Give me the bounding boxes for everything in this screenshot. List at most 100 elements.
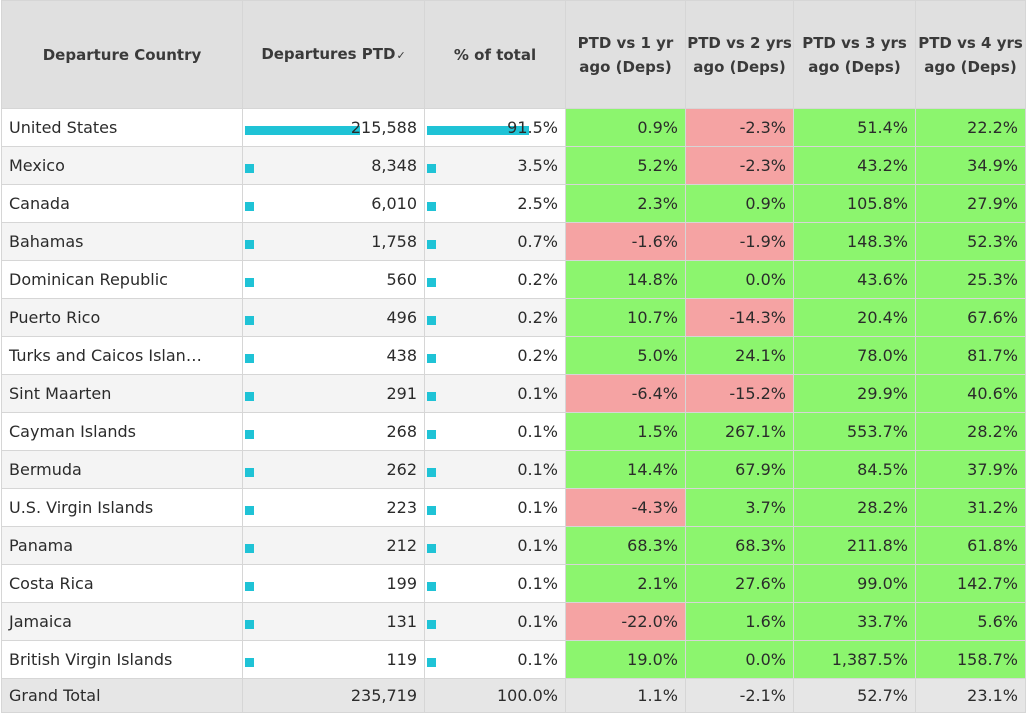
col-header-vs2-label: PTD vs 2 yrs ago (Deps) <box>687 33 792 76</box>
share-cell: 0.1% <box>424 526 566 565</box>
vs1-cell: 19.0% <box>565 640 686 679</box>
vs3-cell: 105.8% <box>793 184 916 223</box>
vs4-cell: 28.2% <box>915 412 1026 451</box>
table-row[interactable]: Panama 212 0.1% 68.3% 68.3% 211.8% 61.8% <box>1 526 1026 565</box>
sort-descending-icon[interactable]: ✓ <box>396 48 406 62</box>
departures-cell: 496 <box>242 298 425 337</box>
col-header-vs3[interactable]: PTD vs 3 yrs ago (Deps) <box>793 0 916 109</box>
share-cell-value: 91.5% <box>507 118 558 137</box>
table-row[interactable]: United States 215,588 91.5% 0.9% -2.3% 51.4% 2… <box>1 108 1026 147</box>
departures-cell-value: 268 <box>386 422 417 441</box>
vs3-cell: 1,387.5% <box>793 640 916 679</box>
share-cell: 0.2% <box>424 336 566 375</box>
share-cell-bar <box>427 277 436 287</box>
share-cell-value: 0.1% <box>517 574 558 593</box>
share-cell: 3.5% <box>424 146 566 185</box>
vs4-cell: 81.7% <box>915 336 1026 375</box>
departures-cell-value: 8,348 <box>371 156 417 175</box>
vs2-cell: -14.3% <box>685 298 794 337</box>
share-cell-value: 0.2% <box>517 346 558 365</box>
departures-cell-bar <box>245 239 254 249</box>
departures-cell-value: 262 <box>386 460 417 479</box>
table-row[interactable]: British Virgin Islands 119 0.1% 19.0% 0.0% 1,… <box>1 640 1026 679</box>
share-cell: 0.1% <box>424 488 566 527</box>
table-row[interactable]: Bermuda 262 0.1% 14.4% 67.9% 84.5% 37.9% <box>1 450 1026 489</box>
vs4-cell: 142.7% <box>915 564 1026 603</box>
departures-cell-bar <box>245 657 254 667</box>
share-cell-bar <box>427 353 436 363</box>
departures-cell: 560 <box>242 260 425 299</box>
table-row[interactable]: Dominican Republic 560 0.2% 14.8% 0.0% 43.6% 2… <box>1 260 1026 299</box>
table-row[interactable]: Bahamas 1,758 0.7% -1.6% -1.9% 148.3% 52.3% <box>1 222 1026 261</box>
table-row[interactable]: Turks and Caicos Islan… 438 0.2% 5.0% 24.1% 7… <box>1 336 1026 375</box>
col-header-country[interactable]: Departure Country <box>1 0 243 109</box>
vs1-cell: 14.8% <box>565 260 686 299</box>
col-header-vs2[interactable]: PTD vs 2 yrs ago (Deps) <box>685 0 794 109</box>
total-vs3: 52.7% <box>793 678 916 713</box>
table-row[interactable]: Cayman Islands 268 0.1% 1.5% 267.1% 553.7% 28.… <box>1 412 1026 451</box>
share-cell: 2.5% <box>424 184 566 223</box>
vs3-cell: 148.3% <box>793 222 916 261</box>
vs3-cell: 84.5% <box>793 450 916 489</box>
departures-cell-bar <box>245 619 254 629</box>
table-row[interactable]: Jamaica 131 0.1% -22.0% 1.6% 33.7% 5.6% <box>1 602 1026 641</box>
share-cell: 0.1% <box>424 450 566 489</box>
share-cell-value: 0.1% <box>517 536 558 555</box>
vs4-cell: 52.3% <box>915 222 1026 261</box>
share-cell-bar <box>427 125 529 135</box>
vs3-cell: 553.7% <box>793 412 916 451</box>
vs4-cell: 25.3% <box>915 260 1026 299</box>
country-cell: Bahamas <box>1 222 243 261</box>
share-cell-bar <box>427 201 436 211</box>
share-cell: 91.5% <box>424 108 566 147</box>
col-header-share-label: % of total <box>453 45 537 64</box>
vs1-cell: 0.9% <box>565 108 686 147</box>
vs2-cell: 68.3% <box>685 526 794 565</box>
grand-total-row: Grand Total 235,719 100.0% 1.1% -2.1% 52… <box>1 678 1026 713</box>
share-cell-value: 0.1% <box>517 460 558 479</box>
departures-cell-bar <box>245 125 360 135</box>
header-row: Departure Country Departures PTD✓ % of t… <box>1 0 1026 109</box>
vs2-cell: 67.9% <box>685 450 794 489</box>
col-header-departures[interactable]: Departures PTD✓ <box>242 0 425 109</box>
vs2-cell: -15.2% <box>685 374 794 413</box>
col-header-share[interactable]: % of total <box>424 0 566 109</box>
departures-cell-bar <box>245 467 254 477</box>
col-header-vs4[interactable]: PTD vs 4 yrs ago (Deps) <box>915 0 1026 109</box>
table-row[interactable]: Canada 6,010 2.5% 2.3% 0.9% 105.8% 27.9% <box>1 184 1026 223</box>
col-header-vs1[interactable]: PTD vs 1 yr ago (Deps) <box>565 0 686 109</box>
share-cell: 0.1% <box>424 602 566 641</box>
table-row[interactable]: Sint Maarten 291 0.1% -6.4% -15.2% 29.9% 40.6% <box>1 374 1026 413</box>
total-label: Grand Total <box>1 678 243 713</box>
share-cell-value: 0.1% <box>517 650 558 669</box>
share-cell: 0.1% <box>424 374 566 413</box>
country-cell: Canada <box>1 184 243 223</box>
vs3-cell: 29.9% <box>793 374 916 413</box>
country-cell: Bermuda <box>1 450 243 489</box>
departures-cell: 1,758 <box>242 222 425 261</box>
departures-cell-value: 119 <box>386 650 417 669</box>
vs2-cell: 0.0% <box>685 640 794 679</box>
table-row[interactable]: Puerto Rico 496 0.2% 10.7% -14.3% 20.4% 67.6% <box>1 298 1026 337</box>
departures-cell-bar <box>245 277 254 287</box>
departures-cell: 199 <box>242 564 425 603</box>
table-row[interactable]: U.S. Virgin Islands 223 0.1% -4.3% 3.7% 28.2%… <box>1 488 1026 527</box>
table-row[interactable]: Mexico 8,348 3.5% 5.2% -2.3% 43.2% 34.9% <box>1 146 1026 185</box>
departures-cell: 6,010 <box>242 184 425 223</box>
vs4-cell: 31.2% <box>915 488 1026 527</box>
country-cell: Panama <box>1 526 243 565</box>
country-cell: Cayman Islands <box>1 412 243 451</box>
table-row[interactable]: Costa Rica 199 0.1% 2.1% 27.6% 99.0% 142.7% <box>1 564 1026 603</box>
vs4-cell: 67.6% <box>915 298 1026 337</box>
departures-cell: 438 <box>242 336 425 375</box>
share-cell: 0.2% <box>424 298 566 337</box>
departures-cell-value: 496 <box>386 308 417 327</box>
total-departures: 235,719 <box>242 678 425 713</box>
share-cell: 0.2% <box>424 260 566 299</box>
vs1-cell: 2.3% <box>565 184 686 223</box>
share-cell-value: 0.2% <box>517 308 558 327</box>
vs2-cell: 0.9% <box>685 184 794 223</box>
vs3-cell: 211.8% <box>793 526 916 565</box>
share-cell-bar <box>427 315 436 325</box>
vs2-cell: 24.1% <box>685 336 794 375</box>
